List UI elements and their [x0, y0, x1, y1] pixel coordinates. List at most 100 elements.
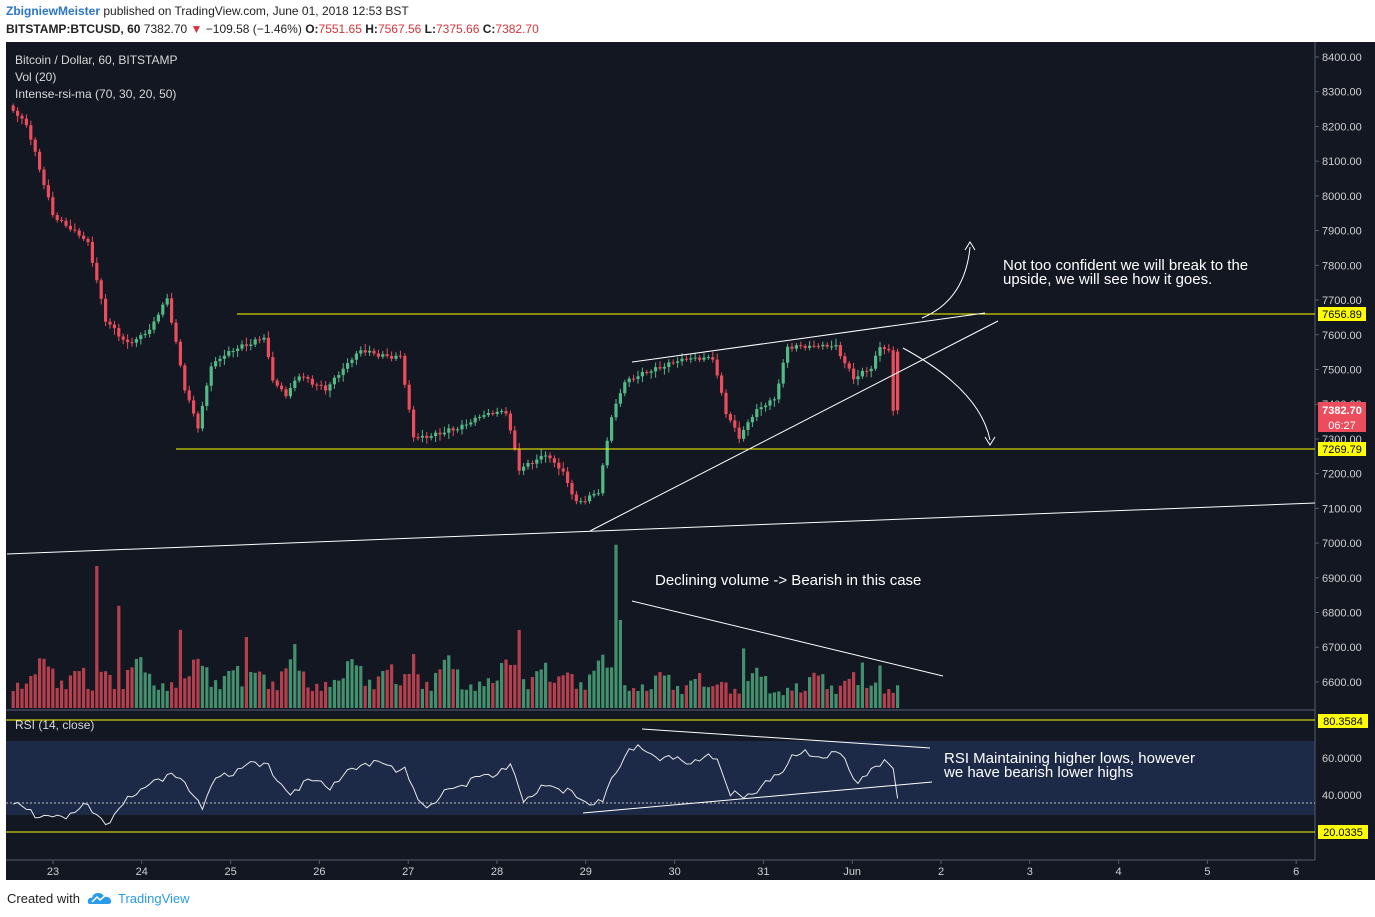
volume-bar	[394, 684, 398, 708]
candle-body	[95, 262, 99, 281]
indicator-legend[interactable]: Intense-rsi-ma (70, 30, 20, 50)	[15, 87, 177, 101]
tradingview-cloud-icon[interactable]	[87, 890, 113, 906]
candle-body	[478, 416, 482, 418]
rsi-legend[interactable]: RSI (14, close)	[15, 718, 95, 732]
volume-bar	[293, 644, 297, 708]
rsi-lower-highs-line[interactable]	[641, 728, 931, 749]
candle-body	[882, 347, 886, 349]
volume-bar	[24, 683, 28, 708]
volume-bar	[684, 685, 688, 708]
candle-body	[288, 387, 292, 397]
candle-body	[293, 380, 297, 388]
long-trendline[interactable]	[6, 502, 1316, 555]
arrow-down-curve[interactable]	[902, 347, 991, 441]
wedge-lower-line[interactable]	[589, 320, 999, 532]
volume-bar	[376, 676, 380, 708]
candle-body	[253, 339, 257, 345]
candle-body	[271, 357, 275, 381]
candle-body	[280, 385, 284, 390]
volume-bar	[42, 658, 46, 708]
volume-bar	[249, 671, 253, 708]
volume-bar	[544, 662, 548, 708]
candle-body	[434, 432, 438, 437]
candle-body	[535, 459, 539, 464]
wedge-upper-line[interactable]	[631, 312, 986, 363]
volume-bar	[847, 678, 851, 708]
time-tick-label: 6	[1293, 866, 1299, 878]
volume-bar	[834, 693, 838, 708]
annotation-rsi-line1[interactable]: RSI Maintaining higher lows, however	[944, 750, 1195, 767]
volume-bar	[90, 690, 94, 708]
candle-body	[588, 495, 592, 502]
volume-bar	[29, 676, 33, 708]
annotation-rsi-line2[interactable]: we have bearish lower highs	[944, 764, 1134, 781]
volume-bar	[95, 566, 99, 708]
series-title[interactable]: Bitcoin / Dollar, 60, BITSTAMP	[15, 53, 178, 67]
annotation-top-line1[interactable]: Not too confident we will break to the	[1003, 257, 1249, 274]
volume-bar	[420, 688, 424, 708]
price-pane[interactable]	[6, 42, 1315, 709]
volume-bar	[755, 667, 759, 708]
volume-bar	[68, 675, 72, 708]
rsi-higher-lows-line[interactable]	[582, 781, 933, 814]
price-tick-label: 7600.00	[1322, 330, 1362, 342]
published-text: published on TradingView.com, June 01, 2…	[103, 4, 409, 18]
candle-body	[469, 422, 473, 425]
candle-body	[746, 422, 750, 430]
candle-body	[196, 413, 200, 429]
candle-body	[860, 370, 864, 377]
volume-bar	[588, 674, 592, 708]
volume-bar	[478, 681, 482, 708]
candle-body	[236, 348, 240, 352]
volume-bar	[288, 659, 292, 708]
candle-body	[332, 377, 336, 385]
candle-body	[667, 362, 671, 367]
volume-bar	[117, 605, 121, 708]
volume-bar	[64, 689, 68, 708]
candle-body	[552, 458, 556, 463]
volume-bar	[891, 692, 895, 708]
candle-body	[623, 382, 627, 394]
volume-bar	[209, 686, 213, 708]
arrow-up-curve[interactable]	[921, 246, 971, 319]
volume-legend[interactable]: Vol (20)	[15, 70, 57, 84]
rsi-line[interactable]	[13, 744, 899, 826]
volume-bar	[112, 689, 116, 708]
price-tick-label: 6900.00	[1322, 573, 1362, 585]
volume-bar	[843, 680, 847, 708]
volume-bar	[350, 659, 354, 708]
candle-body	[482, 415, 486, 417]
candle-body	[328, 384, 332, 391]
candle-body	[856, 376, 860, 380]
candle-body	[491, 413, 495, 415]
low-value: 7375.66	[436, 22, 480, 36]
candle-body	[319, 384, 323, 386]
volume-bar	[161, 683, 165, 708]
volume-bar	[579, 682, 583, 708]
candle-body	[117, 328, 121, 337]
volume-bar	[412, 654, 416, 708]
candle-body	[601, 465, 605, 494]
volume-bar	[878, 665, 882, 708]
volume-bar	[337, 680, 341, 708]
candle-body	[297, 376, 301, 381]
candle-body	[891, 350, 895, 411]
author-link[interactable]: ZbigniewMeister	[6, 4, 101, 18]
pane-separator[interactable]	[6, 709, 1375, 711]
tradingview-link[interactable]: TradingView	[118, 891, 190, 906]
candle-body	[104, 298, 108, 322]
candle-body	[139, 335, 143, 340]
annotation-top-line2[interactable]: upside, we will see how it goes.	[1003, 271, 1213, 288]
volume-bar	[183, 678, 187, 708]
volume-bar	[821, 674, 825, 708]
candle-body	[838, 345, 842, 357]
volume-bar	[130, 667, 134, 708]
time-axis[interactable]	[6, 860, 1375, 880]
candle-body	[363, 350, 367, 353]
annotation-volume[interactable]: Declining volume -> Bearish in this case	[655, 572, 922, 589]
volume-bar	[781, 695, 785, 708]
candle-body	[711, 357, 715, 360]
volume-trendline[interactable]	[631, 600, 944, 677]
price-tick-label: 6600.00	[1322, 677, 1362, 689]
